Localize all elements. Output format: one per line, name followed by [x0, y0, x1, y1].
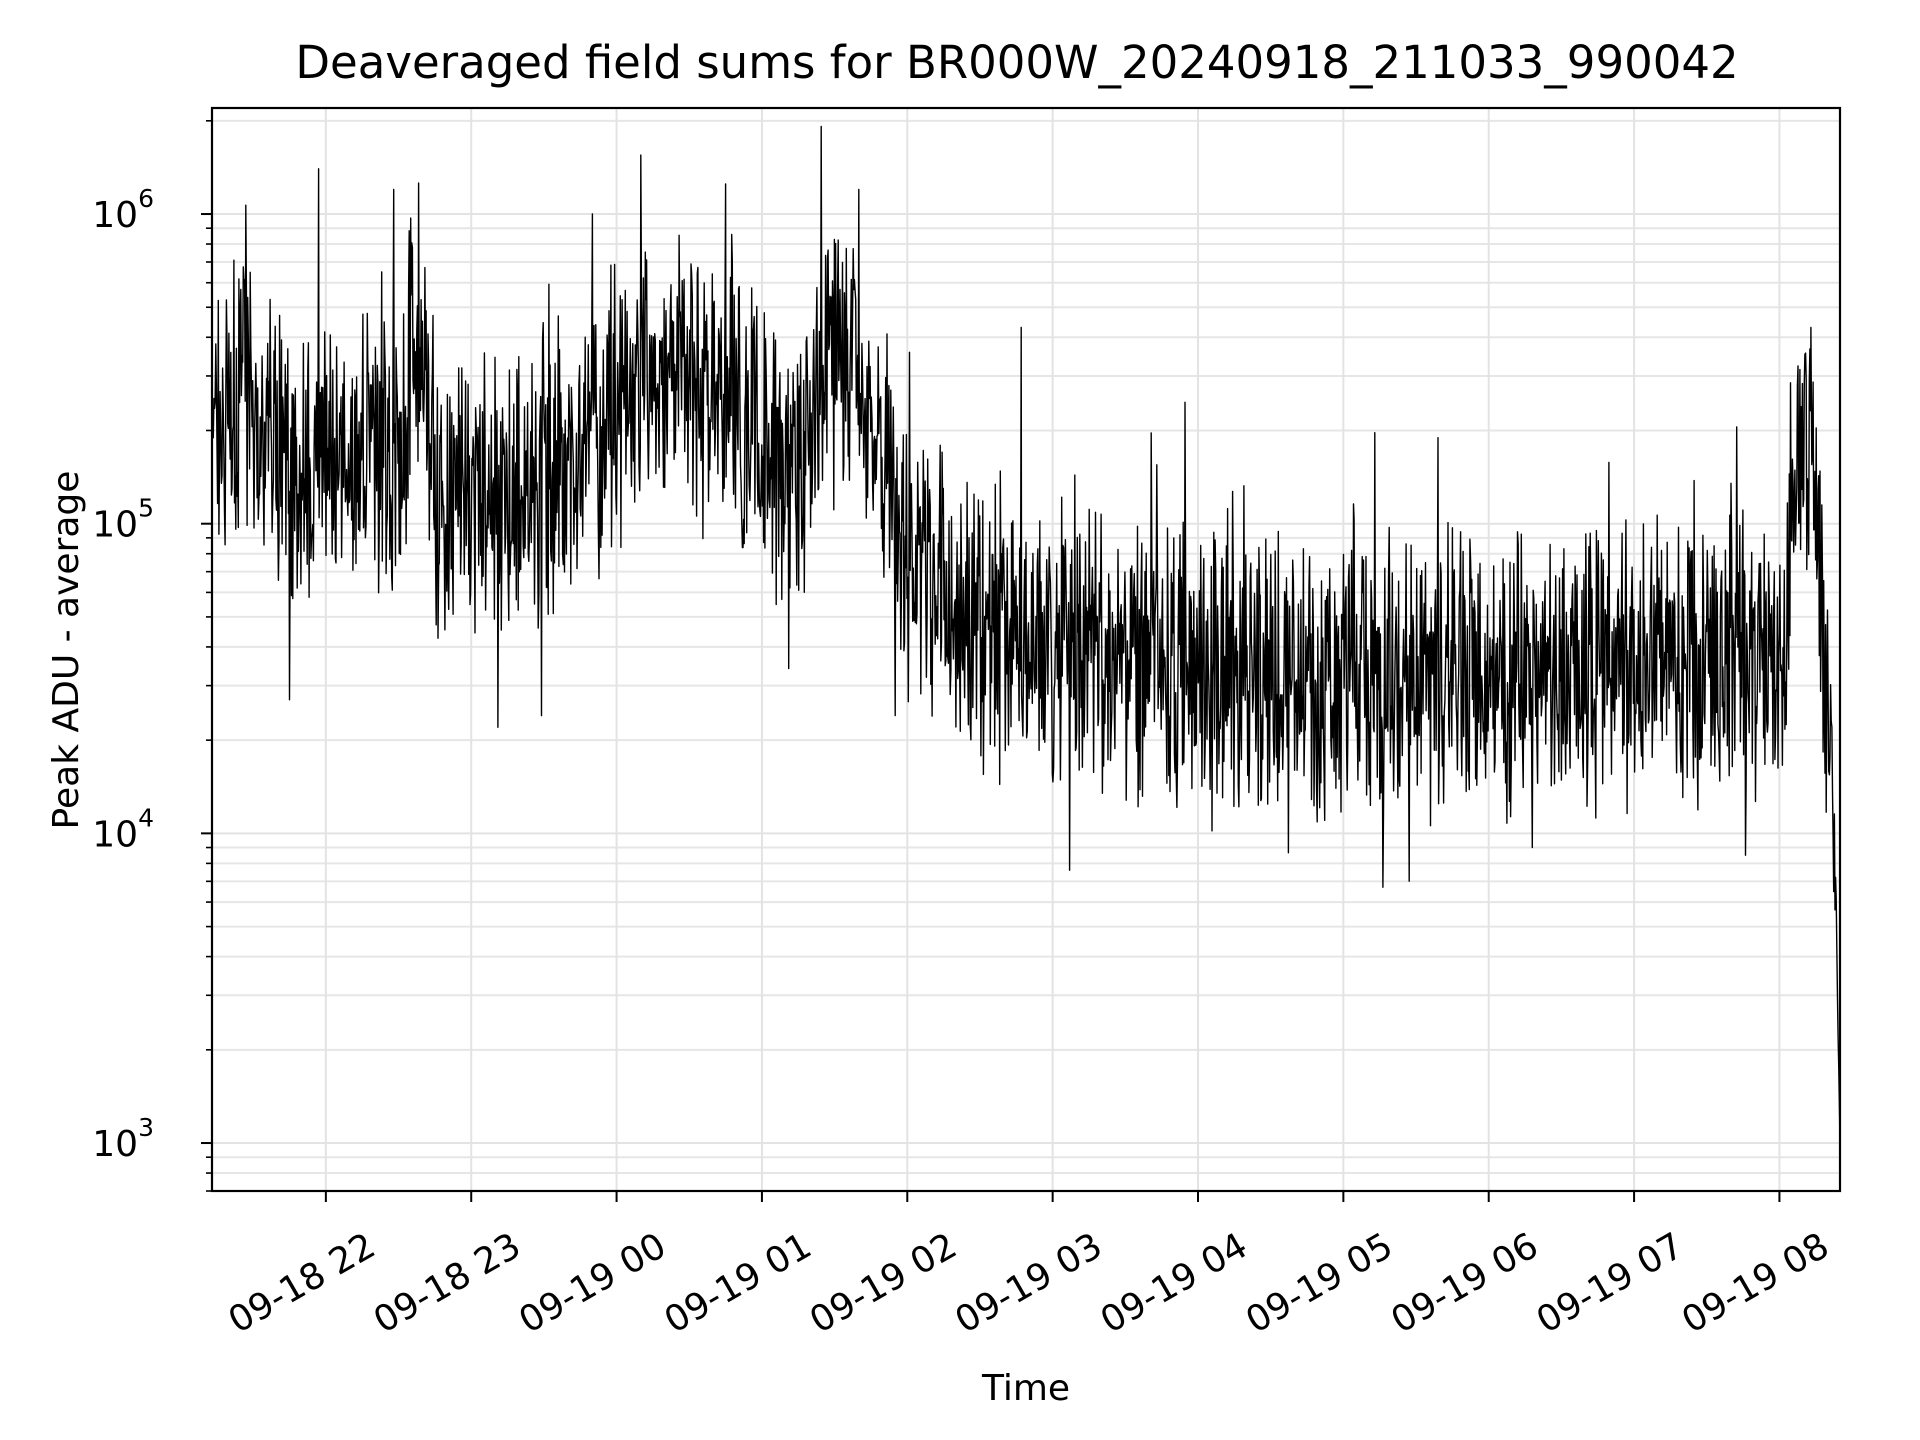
major-gridlines: [212, 108, 1840, 1191]
chart-title: Deaveraged field sums for BR000W_2024091…: [295, 36, 1738, 89]
series-line: [211, 125, 1841, 1144]
y-axis-label: Peak ADU - average: [46, 471, 87, 830]
plot-frame: [210, 106, 1842, 1193]
x-axis-label: Time: [981, 1368, 1070, 1409]
